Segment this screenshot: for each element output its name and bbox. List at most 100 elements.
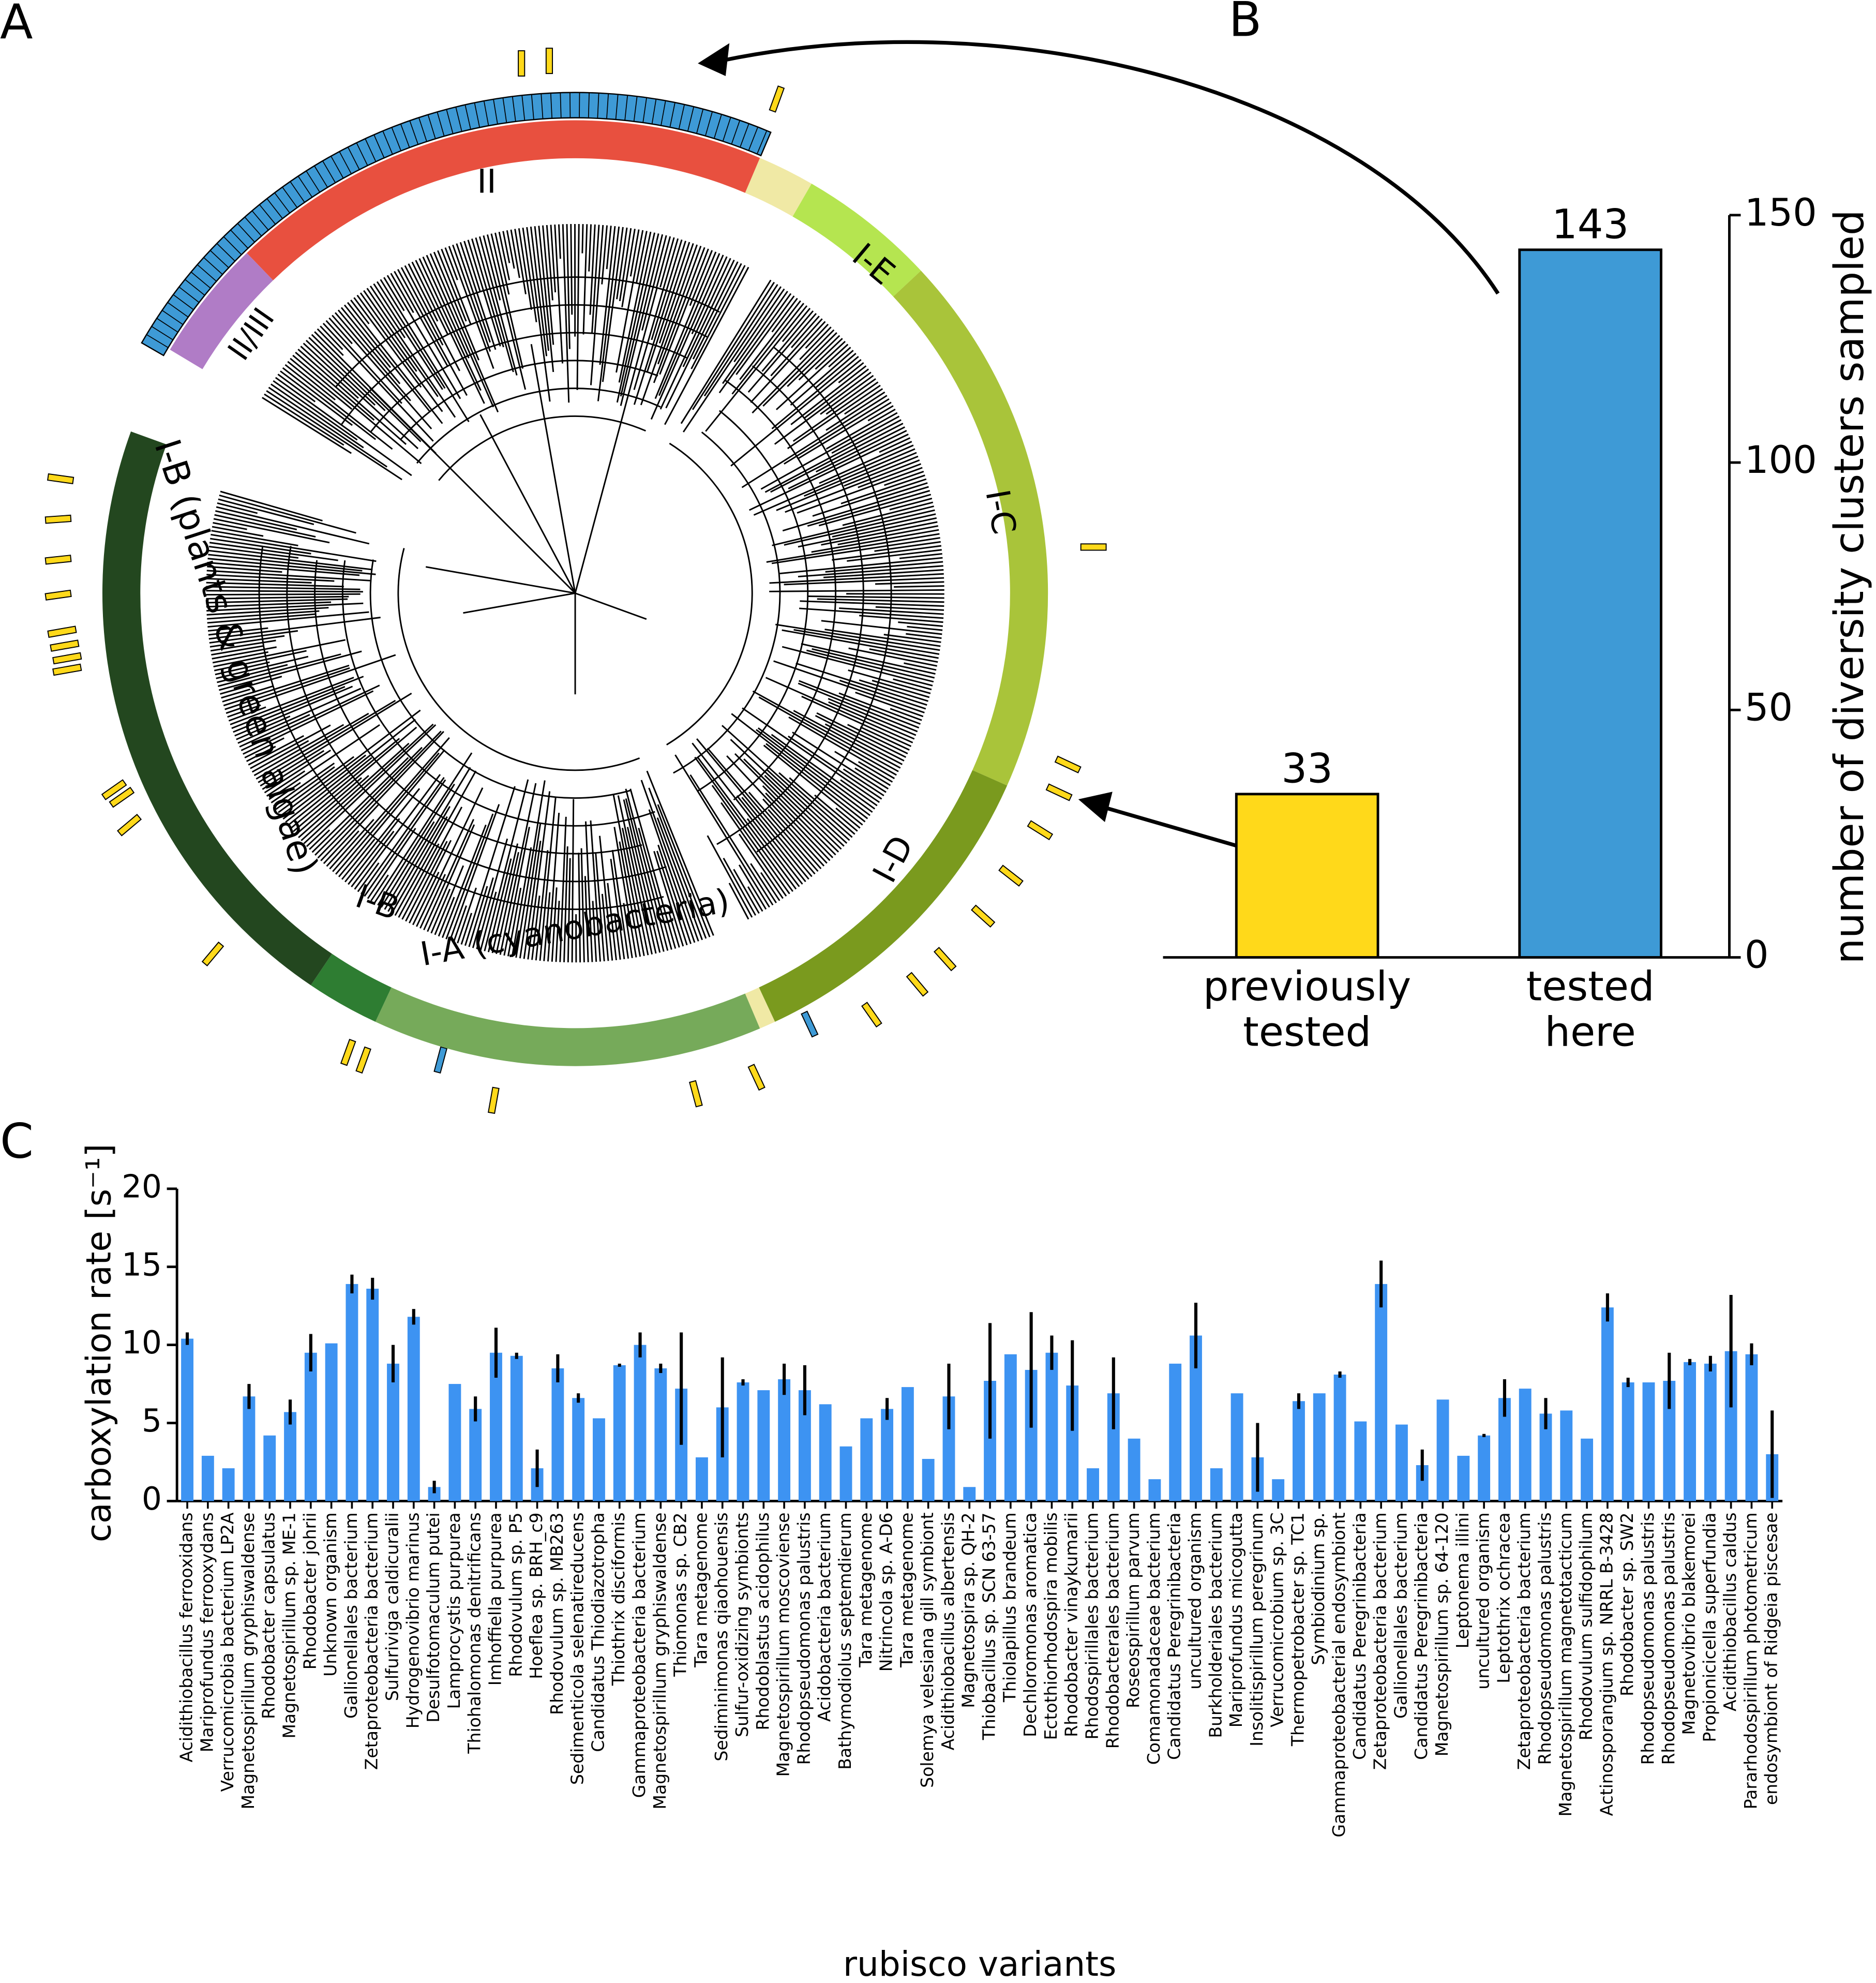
tree-branch (380, 821, 435, 908)
bar (1642, 1382, 1655, 1501)
x-tick-label: Rhodopseudomonas palustris (1638, 1512, 1658, 1765)
tree-branch (899, 553, 942, 559)
tree-branch (400, 360, 658, 440)
tree-branch (633, 241, 686, 405)
tree-branch (657, 844, 692, 944)
tree-branch (770, 423, 904, 493)
tree-branch (496, 852, 519, 955)
tree-branch (656, 817, 703, 941)
tree-branch (797, 467, 923, 514)
x-tick-label: Roseospirillum parvum (1123, 1512, 1143, 1708)
tree-branch (815, 426, 906, 473)
x-tick-label: Sulfuriviga caldicuralii (382, 1512, 402, 1701)
tree-branch (658, 253, 721, 396)
y-tick-label: 20 (122, 1168, 162, 1205)
tree-branch (741, 395, 888, 488)
tree-branch (890, 708, 922, 721)
tree-branch (213, 518, 330, 544)
sampled-tick (661, 100, 666, 126)
tree-branch (753, 444, 914, 516)
tree-branch (214, 650, 307, 672)
tree-branch (770, 318, 823, 377)
x-tick-label: Gammaproteobacterial endosymbiont (1329, 1512, 1349, 1837)
x-tick-label: Desulfotomaculum putei (423, 1512, 443, 1722)
tree-branch (224, 667, 350, 710)
sampled-tick (290, 181, 305, 203)
bar (778, 1379, 791, 1501)
tree-branch (589, 224, 596, 315)
tree-branch (811, 529, 939, 553)
tree-branch (373, 283, 443, 390)
tree-branch (691, 265, 746, 369)
tree-branch (397, 269, 468, 396)
tree-branch (216, 655, 309, 679)
tree-branch (789, 777, 856, 835)
bar (551, 1368, 564, 1501)
tree-branch (812, 648, 935, 679)
tree-branch (253, 724, 344, 777)
tick-mark (1027, 820, 1054, 841)
sampled-tick (455, 107, 462, 132)
tree-branch (418, 258, 482, 391)
bar (1087, 1468, 1099, 1501)
tree-branch (747, 313, 817, 393)
tree-branch (348, 818, 400, 885)
bar (1375, 1284, 1388, 1501)
tree-branch (210, 538, 311, 555)
tree-branch (206, 598, 348, 604)
sampled-tick (230, 229, 249, 249)
sampled-tick (713, 114, 722, 139)
sampled-tick (141, 342, 164, 356)
x-tick-label: Candidatus Peregrinibacteria (1411, 1512, 1431, 1760)
tree-branch (394, 770, 477, 916)
tree-branch (211, 533, 377, 562)
tree-branch (441, 824, 487, 938)
tree-branch (884, 470, 924, 486)
tree-branch (578, 853, 581, 963)
tree-branch (601, 893, 609, 961)
tree-branch (598, 836, 613, 961)
tree-branch (610, 858, 625, 960)
tree-branch (258, 546, 664, 911)
tree-branch (821, 521, 938, 546)
x-tick-label: Candidatus Peregrinibacteria (1164, 1512, 1184, 1760)
tree-branch (449, 804, 500, 941)
tree-branch (303, 342, 419, 450)
x-tick-label: uncultured organism (1184, 1512, 1205, 1689)
tree-branch (616, 230, 644, 373)
bar (1560, 1410, 1573, 1501)
tree-branch (682, 286, 782, 433)
tree-branch (405, 841, 448, 922)
bar (757, 1390, 770, 1501)
tree-branch (337, 309, 401, 384)
clade-label: I-C (978, 487, 1024, 538)
sampled-tick (216, 243, 235, 262)
tree-branch (782, 486, 929, 532)
tree-branch (425, 566, 576, 594)
x-tick-label-box: tested here (1526, 964, 1655, 1055)
tree-branch (807, 595, 944, 599)
bar (1230, 1393, 1243, 1501)
tree-branch (295, 777, 362, 836)
tree-branch (633, 238, 679, 390)
x-tick-label: Propionicicella superfundia (1699, 1512, 1719, 1742)
tick-mark (487, 1086, 500, 1114)
tree-branch (383, 277, 405, 311)
x-tick-label: Rhodobacter johrii (299, 1512, 320, 1669)
sampled-tick (597, 93, 599, 118)
tree-branch (206, 595, 349, 600)
tree-branch (790, 365, 867, 425)
tree-branch (696, 738, 813, 877)
sampled-tick (178, 287, 200, 303)
tree-branch (216, 506, 370, 545)
x-tick-label: Nitrincola sp. A-D6 (876, 1512, 896, 1672)
x-tick-label: Thermopetrobacter sp. TC1 (1287, 1512, 1308, 1747)
tree-branch (320, 730, 444, 861)
tree-branch (692, 742, 803, 885)
tree-branch (602, 227, 624, 382)
tree-branch (353, 297, 422, 388)
tree-branch (335, 752, 440, 875)
tree-branch (351, 830, 395, 888)
tree-branch (206, 590, 363, 593)
tree-branch (720, 802, 787, 897)
